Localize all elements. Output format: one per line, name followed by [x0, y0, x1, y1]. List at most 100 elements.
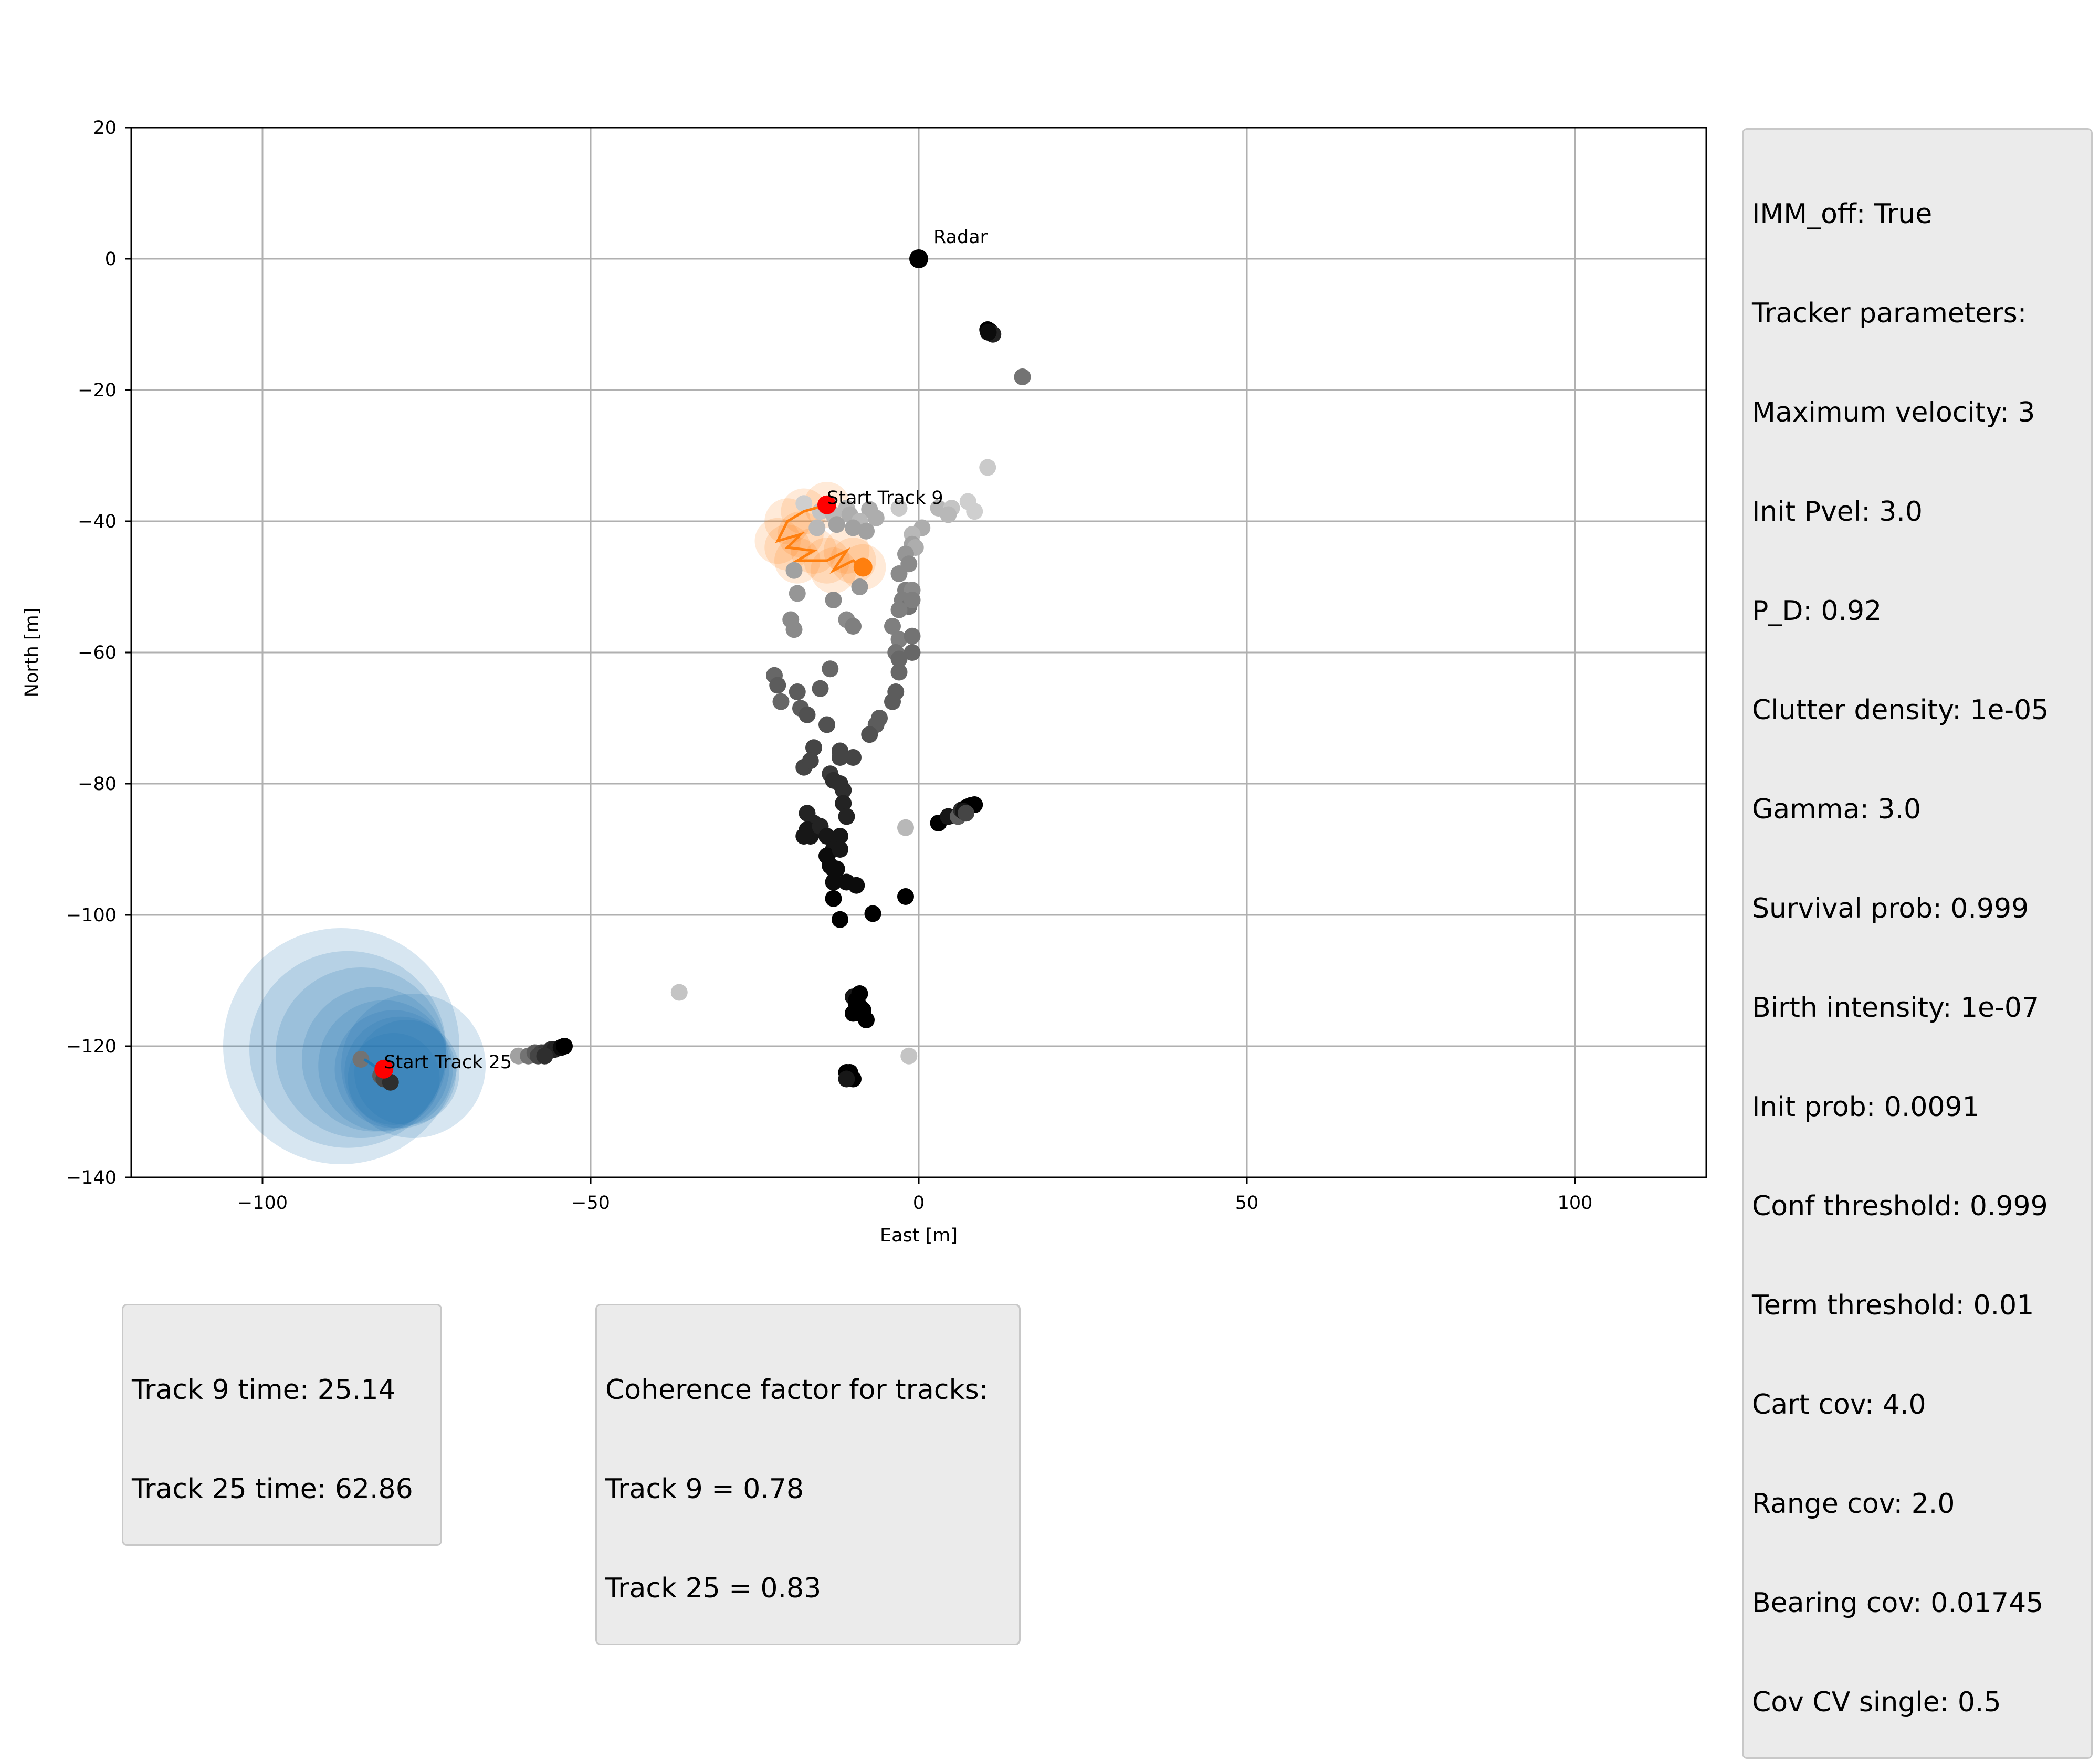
measurement-point: [845, 749, 862, 766]
y-tick-label: 20: [93, 118, 117, 139]
covariance-ellipse: [341, 994, 486, 1138]
track-start-marker: [817, 495, 836, 514]
params-line: IMM_off: True: [1752, 198, 1933, 230]
measurement-point: [832, 841, 848, 858]
measurement-point: [805, 739, 822, 756]
y-tick-label: −120: [66, 1036, 117, 1057]
measurement-point: [556, 1038, 573, 1055]
measurement-point: [808, 519, 826, 536]
y-tick-label: −140: [66, 1167, 117, 1188]
coherence-factor-box: Coherence factor for tracks: Track 9 = 0…: [595, 1304, 1021, 1645]
measurement-point: [848, 995, 865, 1012]
y-axis-label: North [m]: [22, 608, 43, 697]
measurement-point: [890, 663, 908, 681]
measurement-point: [979, 459, 996, 476]
measurement-point: [832, 911, 848, 928]
y-tick-label: −80: [78, 774, 117, 795]
measurement-point: [795, 828, 813, 845]
measurement-point: [958, 805, 974, 822]
measurement-point: [832, 828, 848, 845]
measurement-point: [825, 592, 842, 608]
params-line: Tracker parameters:: [1752, 298, 2027, 329]
measurement-point: [884, 693, 901, 710]
measurement-points: [352, 321, 1031, 1091]
x-tick-label: −50: [571, 1193, 610, 1214]
params-line: Init Pvel: 3.0: [1752, 496, 1923, 528]
params-line: Init prob: 0.0091: [1752, 1091, 1980, 1123]
measurement-point: [890, 565, 908, 582]
params-line: Cart cov: 4.0: [1752, 1389, 1926, 1420]
measurement-point: [828, 860, 845, 878]
measurement-point: [1014, 368, 1031, 385]
measurement-point: [864, 905, 881, 922]
measurement-point: [838, 1070, 855, 1088]
params-line: Survival prob: 0.999: [1752, 893, 2029, 924]
measurement-point: [900, 1047, 918, 1065]
measurement-point: [799, 706, 816, 723]
measurement-point: [785, 562, 803, 579]
measurement-point: [858, 522, 875, 540]
tracker-parameters-box: IMM_off: True Tracker parameters: Maximu…: [1742, 128, 2093, 1759]
params-line: Conf threshold: 0.999: [1752, 1191, 2048, 1222]
x-tick-label: 100: [1558, 1193, 1593, 1214]
y-tick-label: −20: [78, 380, 117, 401]
params-line: Gamma: 3.0: [1752, 794, 1922, 825]
y-tick-label: −60: [78, 642, 117, 663]
measurement-point: [536, 1047, 553, 1065]
time-line: Track 25 time: 62.86: [132, 1473, 413, 1505]
x-axis-label: East [m]: [880, 1225, 958, 1246]
measurement-point: [769, 677, 786, 694]
covariance-ellipse: [249, 951, 446, 1148]
x-tick-label: 0: [913, 1193, 925, 1214]
measurement-point: [890, 631, 908, 648]
track-times-box: Track 9 time: 25.14 Track 25 time: 62.86: [122, 1304, 442, 1546]
measurement-point: [858, 1012, 875, 1028]
measurement-point: [785, 621, 803, 638]
measurement-point: [980, 324, 997, 341]
track-start-label: Start Track 25: [384, 1052, 512, 1073]
y-tick-label: −100: [66, 905, 117, 926]
measurement-point: [966, 503, 983, 520]
measurement-point: [851, 578, 868, 595]
params-line: P_D: 0.92: [1752, 595, 1882, 627]
params-line: Maximum velocity: 3: [1752, 397, 2035, 428]
measurement-point: [890, 650, 908, 668]
params-line: Clutter density: 1e-05: [1752, 694, 2049, 726]
measurement-point: [904, 592, 921, 608]
measurement-point: [818, 716, 835, 733]
measurement-point: [789, 683, 806, 700]
measurement-point: [825, 890, 842, 907]
x-tick-label: 50: [1235, 1193, 1259, 1214]
annotation-labels: Radar Start Track 9 Start Track 25: [384, 227, 988, 1073]
measurement-point: [838, 808, 855, 825]
track-start-label: Start Track 9: [827, 488, 943, 509]
radar-marker: [909, 249, 928, 268]
covariance-ellipse: [223, 928, 459, 1164]
measurement-point: [940, 506, 957, 523]
params-line: Bearing cov: 0.01745: [1752, 1587, 2044, 1619]
params-line: Term threshold: 0.01: [1752, 1290, 2034, 1321]
measurement-point: [822, 660, 839, 678]
measurement-point: [890, 500, 908, 517]
measurement-point: [897, 819, 914, 836]
measurement-point: [352, 1051, 370, 1068]
measurement-point: [795, 495, 813, 512]
coherence-line: Track 9 = 0.78: [605, 1473, 804, 1505]
measurement-point: [812, 680, 829, 697]
measurement-point: [828, 516, 845, 533]
y-tick-label: 0: [105, 249, 117, 270]
measurement-point: [884, 618, 901, 635]
y-tick-label: −40: [78, 511, 117, 532]
measurement-point: [832, 749, 848, 766]
coherence-line: Coherence factor for tracks:: [605, 1374, 989, 1406]
measurement-point: [802, 752, 819, 770]
x-tick-label: −100: [237, 1193, 288, 1214]
covariance-ellipse: [334, 1010, 453, 1129]
measurement-point: [835, 795, 852, 812]
measurement-point: [848, 877, 865, 894]
measurement-point: [825, 873, 842, 891]
radar-label: Radar: [933, 227, 988, 248]
measurement-point: [772, 693, 790, 710]
covariance-ellipse: [354, 1020, 459, 1125]
measurement-point: [904, 644, 921, 661]
